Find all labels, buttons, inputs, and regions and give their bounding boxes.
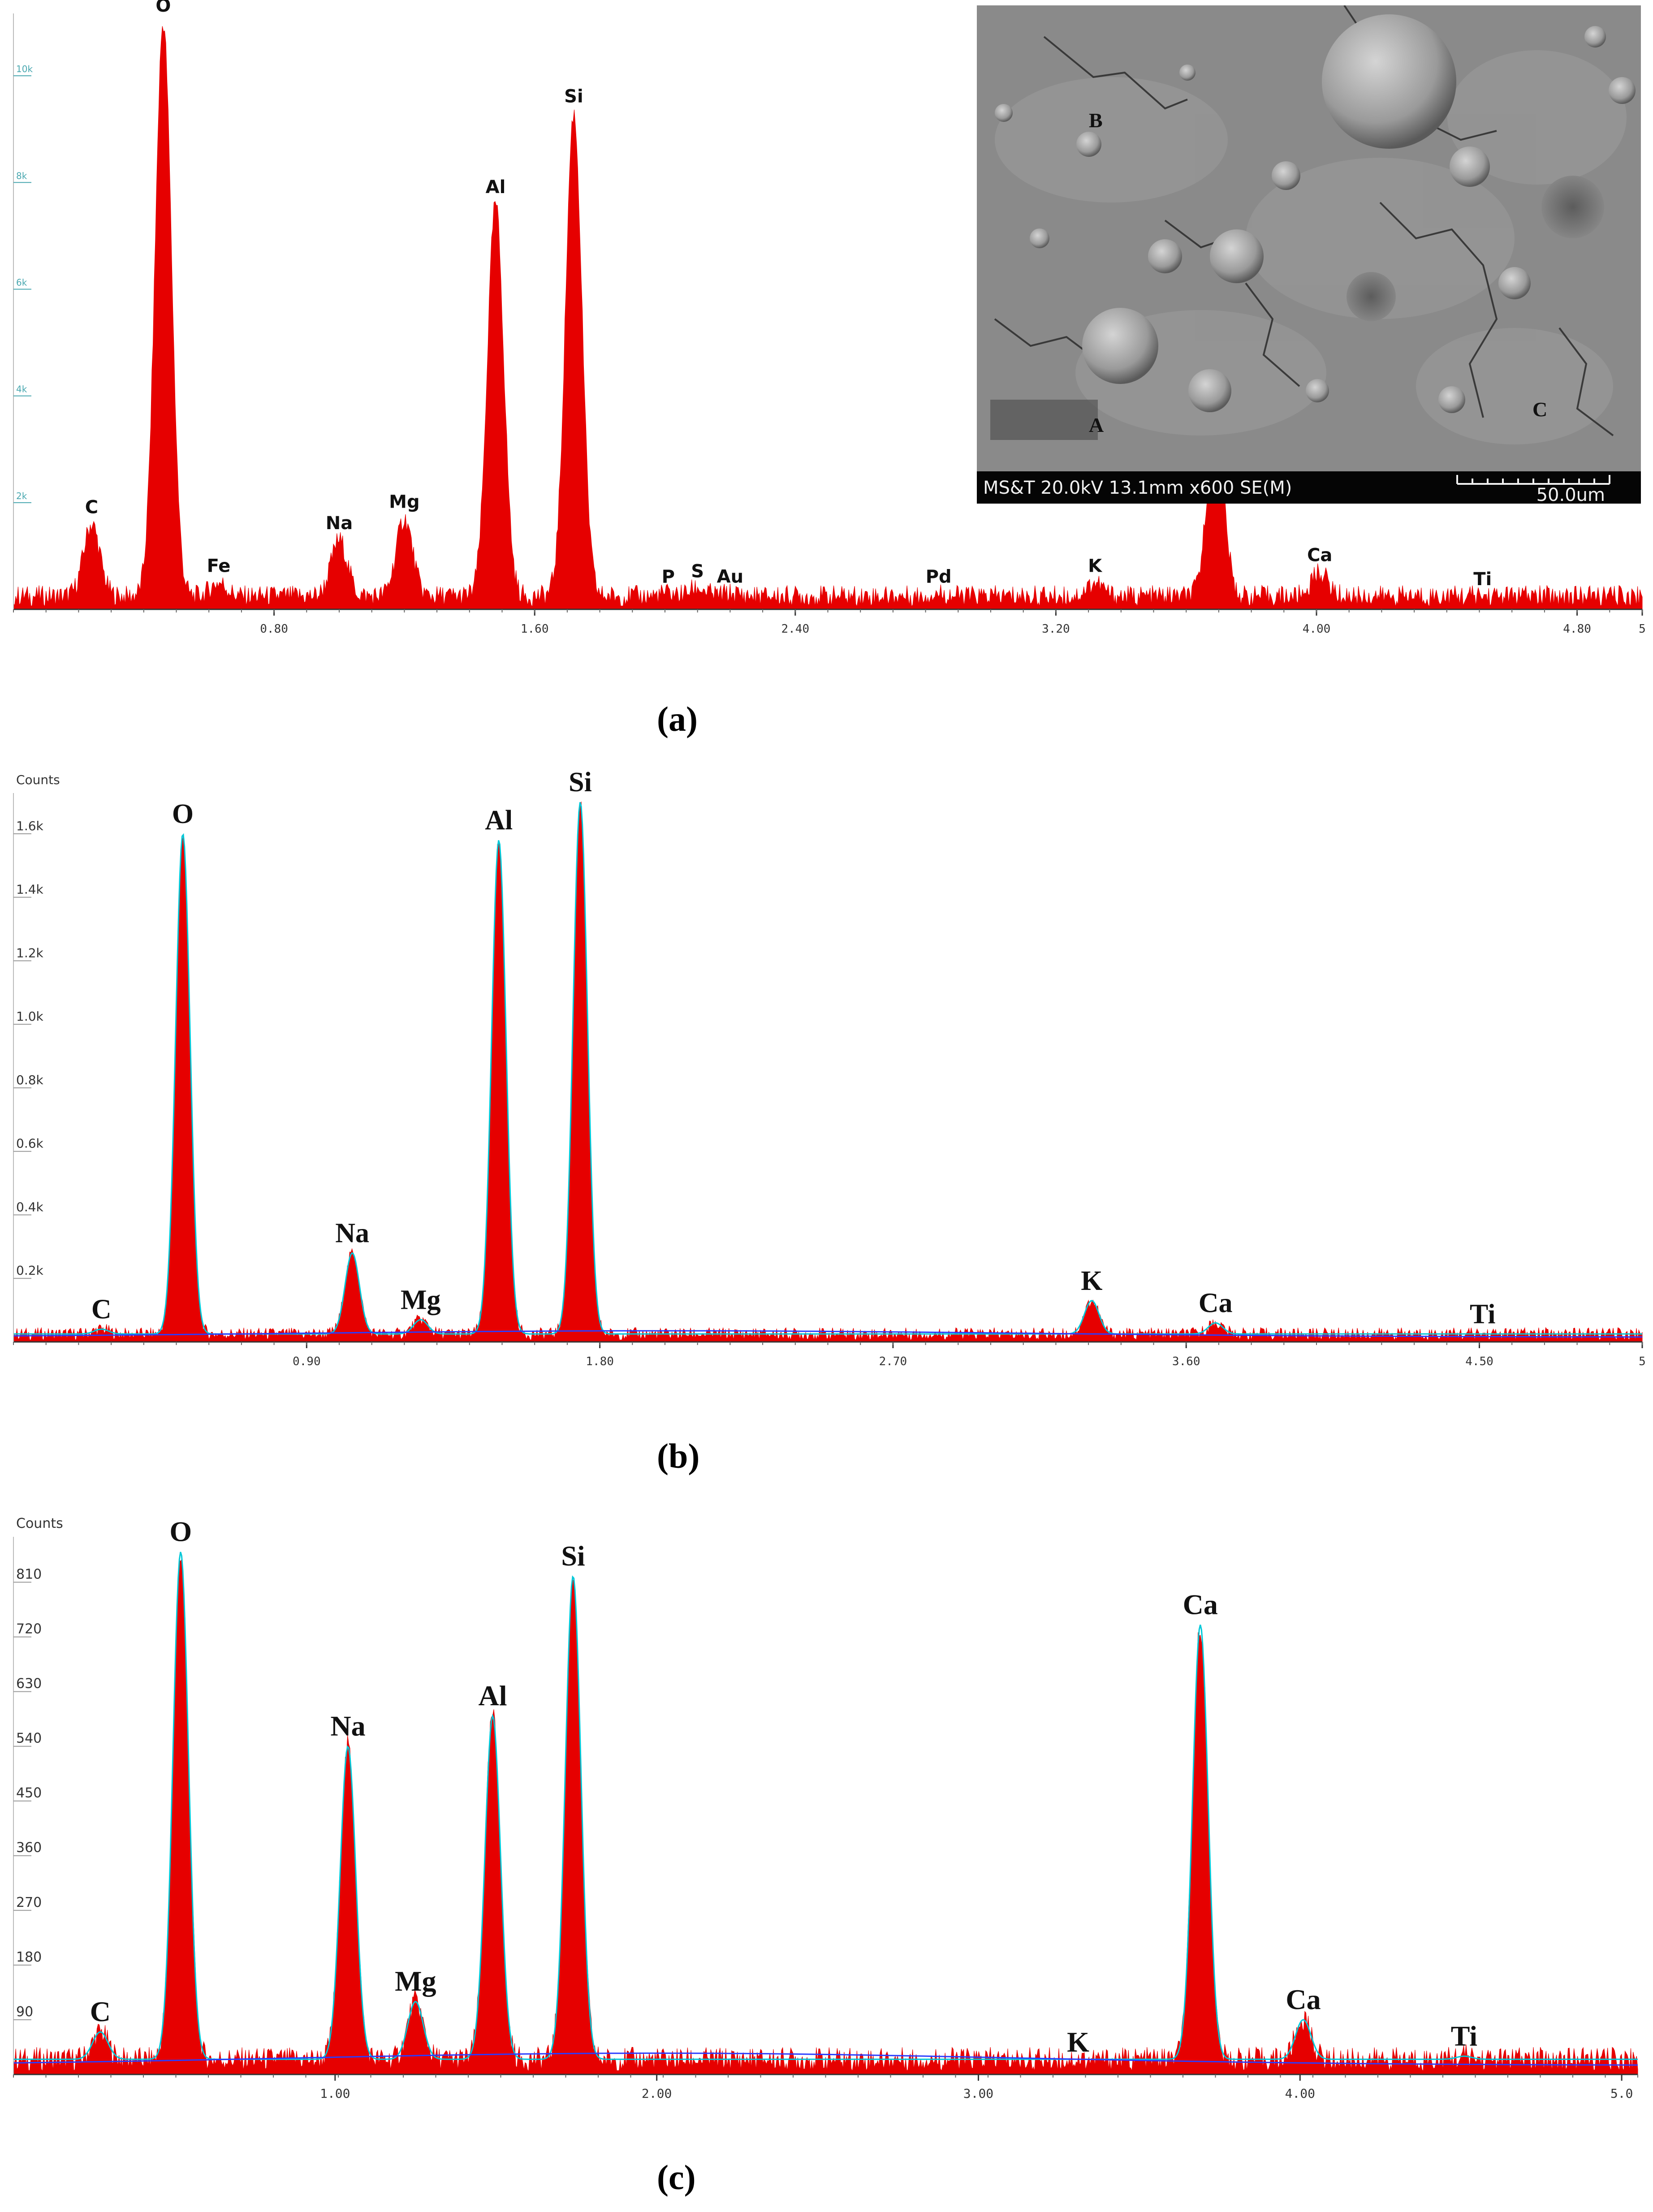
background-line <box>13 2052 1638 2066</box>
sem-texture <box>977 5 1641 471</box>
peak-label: Ca <box>1307 545 1332 566</box>
y-tick-label: 0.4k <box>16 1199 44 1214</box>
sem-info-bar: MS&T 20.0kV 13.1mm x600 SE(M) 50.0um <box>977 471 1641 504</box>
peak-label: Ca <box>1199 1288 1233 1318</box>
y-tick-label: 450 <box>16 1785 42 1801</box>
peak-label: Na <box>335 1218 369 1249</box>
x-tick-label: 1.00 <box>320 2086 350 2101</box>
peak-label: O <box>169 1516 192 1548</box>
peak-label: P <box>662 566 675 587</box>
x-tick-label: 2.70 <box>879 1355 907 1368</box>
y-tick-label: 4k <box>16 384 27 395</box>
sem-scale-ruler <box>1456 475 1610 485</box>
fit-line <box>13 802 1642 1335</box>
y-tick-label: 270 <box>16 1895 42 1910</box>
peak-label: C <box>85 497 98 517</box>
sem-sphere <box>1322 14 1456 149</box>
peak-label: Na <box>326 513 353 534</box>
x-tick-label: 1.60 <box>521 622 549 636</box>
peak-label: O <box>172 799 194 829</box>
y-tick-label: 90 <box>16 2004 33 2020</box>
y-tick-label: 0.2k <box>16 1263 44 1278</box>
peak-label: Fe <box>207 556 231 576</box>
peak-label: Si <box>569 767 592 798</box>
x-tick-label: 4.80 <box>1563 622 1591 636</box>
y-tick-label: 720 <box>16 1621 42 1637</box>
y-axis-label: Counts <box>16 772 60 787</box>
x-tick-label: 4.00 <box>1303 622 1331 636</box>
peak-label: Al <box>486 177 506 198</box>
caption-a: (a) <box>657 699 698 738</box>
peak-label: Ti <box>1470 1299 1495 1329</box>
y-tick-label: 1.2k <box>16 945 44 960</box>
peak-label: Ca <box>1183 1588 1218 1620</box>
peak-label: K <box>1081 1266 1102 1296</box>
y-axis-label: Counts <box>16 1516 63 1531</box>
y-tick-label: 810 <box>16 1566 42 1582</box>
peak-label: Ca <box>1286 1983 1321 2015</box>
x-tick-label: 3.20 <box>1042 622 1070 636</box>
y-tick-label: 2k <box>16 491 27 501</box>
x-tick-label: 5.0 <box>1610 2086 1633 2101</box>
y-tick-label: 8k <box>16 170 27 181</box>
caption-b: (b) <box>657 1436 700 1475</box>
x-tick-label: 0.80 <box>260 622 288 636</box>
peak-label: Si <box>561 1540 585 1572</box>
spectrum-fill <box>13 26 1643 610</box>
x-tick-label: 3.00 <box>963 2086 993 2101</box>
spectrum-chart-c: 1.00 2.00 3.00 4.00 5.0 90 180 270 360 450 540 630 7… <box>13 1516 1638 2101</box>
x-tick-label: 1.80 <box>586 1355 614 1368</box>
peak-label: O <box>155 0 171 16</box>
x-tick-label: 5 <box>1639 1355 1646 1368</box>
peak-label: Au <box>717 566 743 587</box>
peak-label: S <box>691 561 704 582</box>
peak-label: Mg <box>395 1965 436 1997</box>
sem-region-label: A <box>1089 414 1104 436</box>
background-line <box>13 1330 1642 1338</box>
sem-region-label: C <box>1532 398 1548 421</box>
x-tick-label: 4.00 <box>1285 2086 1315 2101</box>
y-tick-label: 1.6k <box>16 819 44 833</box>
x-tick-label: 4.50 <box>1465 1355 1493 1368</box>
x-tick-label: 5 <box>1639 622 1646 636</box>
x-tick-label: 2.00 <box>642 2086 672 2101</box>
y-tick-label: 1.4k <box>16 882 44 897</box>
fit-line <box>13 1552 1638 2060</box>
peak-label: C <box>90 1996 111 2027</box>
x-tick-label: 2.40 <box>781 622 809 636</box>
sem-region-label: B <box>1089 109 1103 132</box>
peak-label: K <box>1067 2026 1089 2058</box>
y-tick-label: 630 <box>16 1676 42 1692</box>
peak-label: Al <box>485 805 513 836</box>
peak-label: Na <box>330 1710 365 1742</box>
sem-scale-text: 50.0um <box>1536 485 1605 504</box>
y-tick-label: 360 <box>16 1840 42 1856</box>
y-tick-label: 1.0k <box>16 1009 44 1024</box>
peak-label: C <box>91 1294 112 1325</box>
spectrum-chart-b: 0.90 1.80 2.70 3.60 4.50 5 0.2k 0.4k 0.6k 0.8k 1.0… <box>13 767 1646 1368</box>
sem-info-text: MS&T 20.0kV 13.1mm x600 SE(M) <box>983 478 1292 498</box>
x-tick-label: 0.90 <box>293 1355 321 1368</box>
y-tick-label: 6k <box>16 277 27 288</box>
spectrum-fill <box>13 801 1643 1342</box>
y-tick-label: 10k <box>16 64 33 74</box>
x-tick-label: 3.60 <box>1172 1355 1200 1368</box>
peak-label: Al <box>479 1680 507 1712</box>
peak-label: Ti <box>1473 569 1492 590</box>
peak-label: Ti <box>1451 2020 1477 2052</box>
y-tick-label: 0.8k <box>16 1073 44 1087</box>
spectrum-fill <box>13 1558 1638 2075</box>
peak-label: Mg <box>401 1285 441 1315</box>
y-tick-label: 180 <box>16 1949 42 1965</box>
sem-micrograph: B A C MS&T 20.0kV 13.1mm x600 SE(M) 50.0… <box>977 5 1641 504</box>
caption-c: (c) <box>657 2158 696 2197</box>
peak-label: Mg <box>389 492 419 513</box>
peak-label: Si <box>564 86 583 107</box>
peak-label: K <box>1088 556 1103 576</box>
peak-label: Pd <box>926 566 952 587</box>
y-tick-label: 0.6k <box>16 1136 44 1151</box>
y-tick-label: 540 <box>16 1731 42 1746</box>
